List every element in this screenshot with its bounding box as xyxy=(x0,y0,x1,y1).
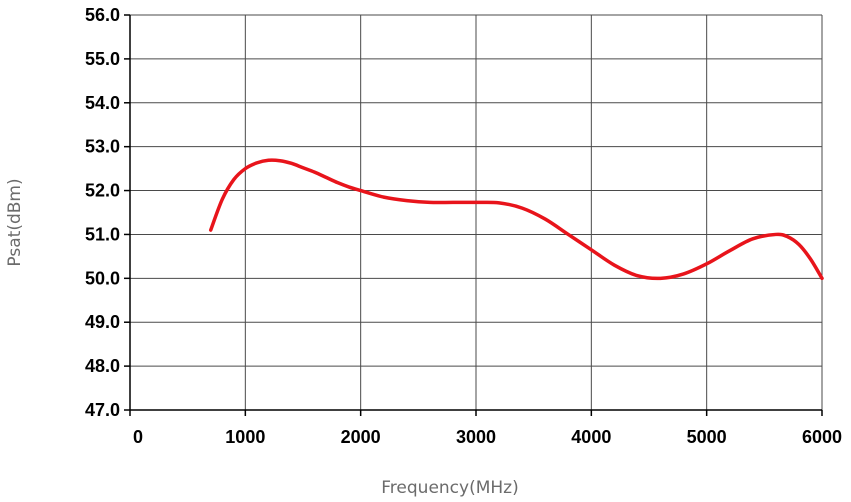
y-tick-label: 55.0 xyxy=(85,49,120,69)
y-tick-label: 50.0 xyxy=(85,268,120,288)
y-tick-label: 51.0 xyxy=(85,224,120,244)
y-tick-label: 56.0 xyxy=(85,5,120,25)
x-tick-label: 1000 xyxy=(225,427,265,447)
grid-lines xyxy=(130,14,823,410)
x-tick-label: 0 xyxy=(133,427,143,447)
x-tick-label: 3000 xyxy=(456,427,496,447)
psat-series-line xyxy=(208,158,824,281)
x-tick-label: 5000 xyxy=(687,427,727,447)
tick-labels: 47.0 48.0 49.0 50.0 51.0 52.0 53.0 54.0 55.0 56.0… xyxy=(85,5,842,447)
x-tick-label: 6000 xyxy=(802,427,842,447)
x-tick-label: 4000 xyxy=(571,427,611,447)
x-tick-label: 2000 xyxy=(341,427,381,447)
y-tick-label: 52.0 xyxy=(85,181,120,201)
data-series xyxy=(208,158,824,281)
y-tick-label: 53.0 xyxy=(85,137,120,157)
y-tick-label: 49.0 xyxy=(85,312,120,332)
y-tick-label: 47.0 xyxy=(85,400,120,420)
x-axis-title: Frequency(MHz) xyxy=(381,478,518,498)
y-tick-label: 48.0 xyxy=(85,356,120,376)
axes xyxy=(124,14,823,416)
y-tick-label: 54.0 xyxy=(85,93,120,113)
y-axis-title: Psat(dBm) xyxy=(5,178,25,266)
